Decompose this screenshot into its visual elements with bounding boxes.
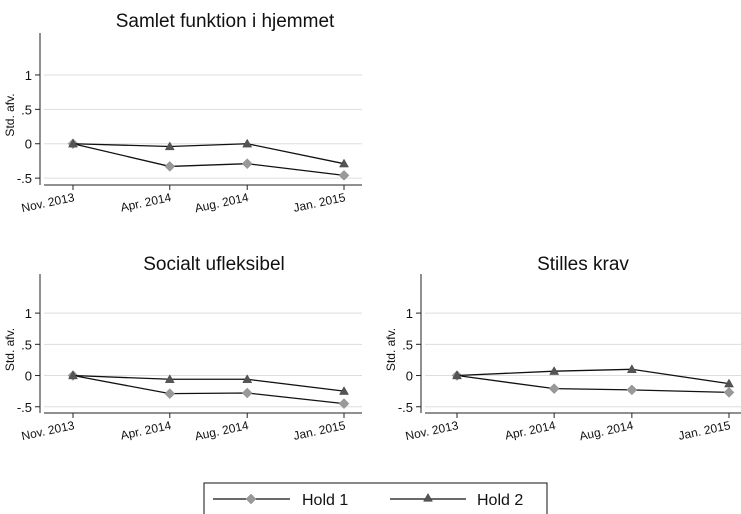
x-tick-label: Apr. 2014 [119,190,172,214]
hold1-point [164,161,176,172]
legend: Hold 1 Hold 2 [203,482,548,514]
y-tick-label: .5 [402,337,413,352]
legend-marker-hold1 [245,493,257,505]
hold2-point [724,378,734,388]
hold1-point [241,158,253,170]
y-tick-label: 0 [25,137,32,152]
chart-title: Samlet funktion i hjemmet [116,11,335,32]
legend-label-hold1: Hold 1 [302,492,348,509]
legend-marker-hold2 [423,492,433,502]
series-line-2 [456,368,730,385]
x-tick-label: Nov. 2013 [404,418,460,443]
hold2-point [68,370,78,380]
hold2-point [242,138,253,148]
y-axis-label: Std. afv. [3,93,17,136]
series-line-2 [72,143,345,165]
hold2-point [164,141,175,151]
y-axis-label: Std. afv. [3,328,17,371]
series-line-1 [72,143,345,177]
y-tick-label: 1 [25,68,32,83]
hold2-point [164,374,175,383]
series-line-1 [456,374,730,394]
x-tick-label: Aug. 2014 [578,418,635,443]
chart-panel-3: Stilles krav 1 .5 0 -.5 Std. afv. Nov. 2013 Apr… [384,254,741,443]
y-tick-label: 1 [25,306,32,321]
y-tick-label: -.5 [398,400,413,415]
hold1-point [548,383,560,395]
chart-title: Stilles krav [537,254,629,275]
hold2-point [242,374,253,383]
hold1-point [164,388,176,399]
x-tick-label: Nov. 2013 [20,190,76,215]
hold2-point [626,364,637,373]
x-tick-label: Apr. 2014 [119,418,172,442]
y-tick-label: -.5 [17,400,32,415]
legend-label-hold2: Hold 2 [477,492,523,509]
x-tick-label: Aug. 2014 [193,190,250,215]
x-tick-label: Jan. 2015 [292,418,347,443]
y-axis-label: Std. afv. [384,328,398,371]
x-tick-label: Aug. 2014 [193,418,250,443]
hold2-point [549,366,560,375]
y-tick-label: .5 [21,102,32,117]
y-tick-label: .5 [21,337,32,352]
y-tick-label: 1 [406,306,413,321]
chart-panel-2: Socialt ufleksibel 1 .5 0 -.5 Std. afv. Nov. 2… [3,254,362,443]
series-line-1 [72,374,345,405]
y-tick-label: 0 [25,369,32,384]
hold2-point [339,386,349,395]
x-tick-label: Nov. 2013 [20,418,76,443]
x-tick-label: Apr. 2014 [504,418,557,442]
chart-panel-1: Samlet funktion i hjemmet 1 .5 0 -.5 Std. afv… [3,11,362,215]
chart-title: Socialt ufleksibel [143,254,285,275]
y-tick-label: -.5 [17,171,32,186]
hold1-point [241,387,253,399]
hold1-point [338,170,350,181]
y-tick-label: 0 [406,369,413,384]
hold1-point [723,387,735,398]
x-tick-label: Jan. 2015 [292,190,347,215]
hold2-point [452,370,462,380]
series-line-2 [72,374,345,392]
hold2-point [339,158,349,168]
x-tick-label: Jan. 2015 [677,418,732,443]
hold1-point [338,398,350,409]
hold1-point [626,384,638,396]
hold2-point [68,138,78,148]
